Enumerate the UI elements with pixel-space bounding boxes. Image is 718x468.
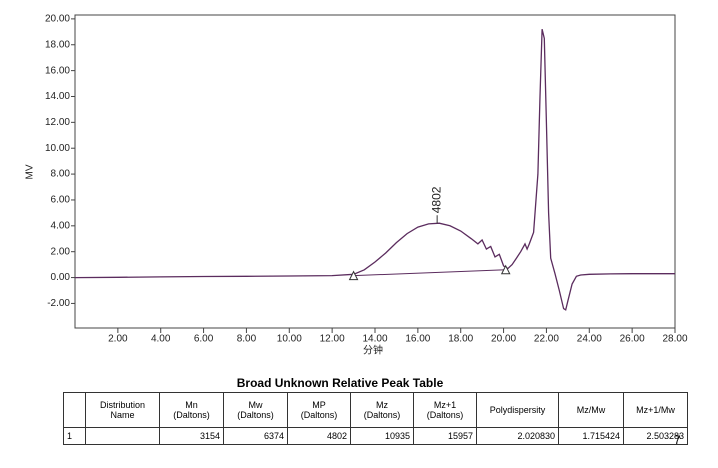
header-cell: Distribution Name: [85, 392, 160, 428]
x-tick-label: 4.00: [151, 334, 171, 345]
y-tick-label: 20.00: [45, 14, 70, 25]
x-tick-label: 24.00: [577, 334, 602, 345]
header-line: Mz+1/Mw: [636, 405, 675, 415]
cell: 1: [63, 427, 86, 445]
header-line: Mz+1: [433, 400, 457, 410]
x-tick-label: 12.00: [320, 334, 345, 345]
header-cell: Mz+1 (Daltons): [413, 392, 477, 428]
y-tick-label: 10.00: [45, 143, 70, 154]
baseline: [353, 269, 506, 277]
x-tick-label: 10.00: [277, 334, 302, 345]
x-tick-label: 18.00: [448, 334, 473, 345]
header-line: Mw: [248, 400, 263, 410]
plot-frame: [74, 14, 676, 329]
annotation: 4802: [429, 186, 443, 213]
header-row: Distribution Name Mn (Daltons) Mw (Daltons) MP…: [63, 392, 688, 428]
x-tick-label: 16.00: [405, 334, 430, 345]
header-line: (Daltons): [237, 410, 274, 420]
header-line: (Daltons): [363, 410, 401, 420]
header-cell: Mn (Daltons): [159, 392, 224, 428]
x-tick-label: 2.00: [108, 334, 128, 345]
x-tick-label: 26.00: [620, 334, 645, 345]
header-line: (Daltons): [173, 410, 210, 420]
x-tick-label: 14.00: [362, 334, 387, 345]
y-axis-label: MV: [25, 164, 36, 179]
peak-table: Distribution Name Mn (Daltons) Mw (Daltons) MP…: [63, 392, 688, 445]
header-line: Name: [110, 410, 135, 420]
baseline-marker: [348, 270, 359, 281]
header-cell: Mz+1/Mw: [623, 392, 688, 428]
header-line: (Daltons): [300, 410, 338, 420]
y-tick-label: -2.00: [47, 298, 70, 309]
header-line: Mz: [376, 400, 388, 410]
x-tick-label: 22.00: [534, 334, 559, 345]
header-line: Polydispersity: [489, 405, 546, 415]
x-tick-label: 28.00: [662, 334, 687, 345]
cell: 2.503283: [623, 427, 688, 445]
header-line: Mn: [185, 400, 198, 410]
header-cell: Polydispersity: [476, 392, 559, 428]
chart: MV 分钟 -2.00 0.00 2.00 4.00 6.00 8.00 10.00 12.0…: [25, 14, 688, 357]
page-number: 7: [674, 433, 681, 447]
header-cell: Mw (Daltons): [223, 392, 288, 428]
cell: 6374: [223, 427, 288, 445]
y-tick-label: 6.00: [51, 195, 71, 206]
cell: 2.020830: [476, 427, 559, 445]
x-tick-label: 20.00: [491, 334, 516, 345]
data-row: 1 3154 6374 4802 10935 15957 2.020830 1.715424 2…: [63, 427, 688, 445]
header-cell: Mz (Daltons): [350, 392, 414, 428]
header-cell: [63, 392, 86, 428]
y-tick-label: 8.00: [51, 169, 71, 180]
header-line: Mz/Mw: [576, 405, 606, 415]
x-axis-label: 分钟: [363, 344, 383, 357]
y-tick-label: 4.00: [51, 220, 71, 231]
cell: 15957: [413, 427, 477, 445]
x-tick-label: 8.00: [237, 334, 257, 345]
y-tick-label: 14.00: [45, 91, 70, 102]
y-tick-label: 12.00: [45, 117, 70, 128]
y-tick-label: 18.00: [45, 39, 70, 50]
y-tick-label: 2.00: [51, 246, 71, 257]
table-title: Broad Unknown Relative Peak Table: [236, 376, 444, 390]
x-tick-label: 6.00: [194, 334, 214, 345]
baseline-marker: [500, 264, 511, 275]
y-tick-label: 16.00: [45, 65, 70, 76]
header-cell: Mz/Mw: [558, 392, 624, 428]
cell: 3154: [159, 427, 224, 445]
header-line: (Daltons): [426, 410, 464, 420]
header-line: Distribution: [99, 400, 146, 410]
signal-line: [74, 29, 675, 311]
cell: 1.715424: [558, 427, 624, 445]
y-tick-label: 0.00: [51, 272, 71, 283]
header-cell: MP (Daltons): [287, 392, 351, 428]
cell: 10935: [350, 427, 414, 445]
header-line: MP: [312, 400, 326, 410]
cell: [85, 427, 160, 445]
cell: 4802: [287, 427, 351, 445]
